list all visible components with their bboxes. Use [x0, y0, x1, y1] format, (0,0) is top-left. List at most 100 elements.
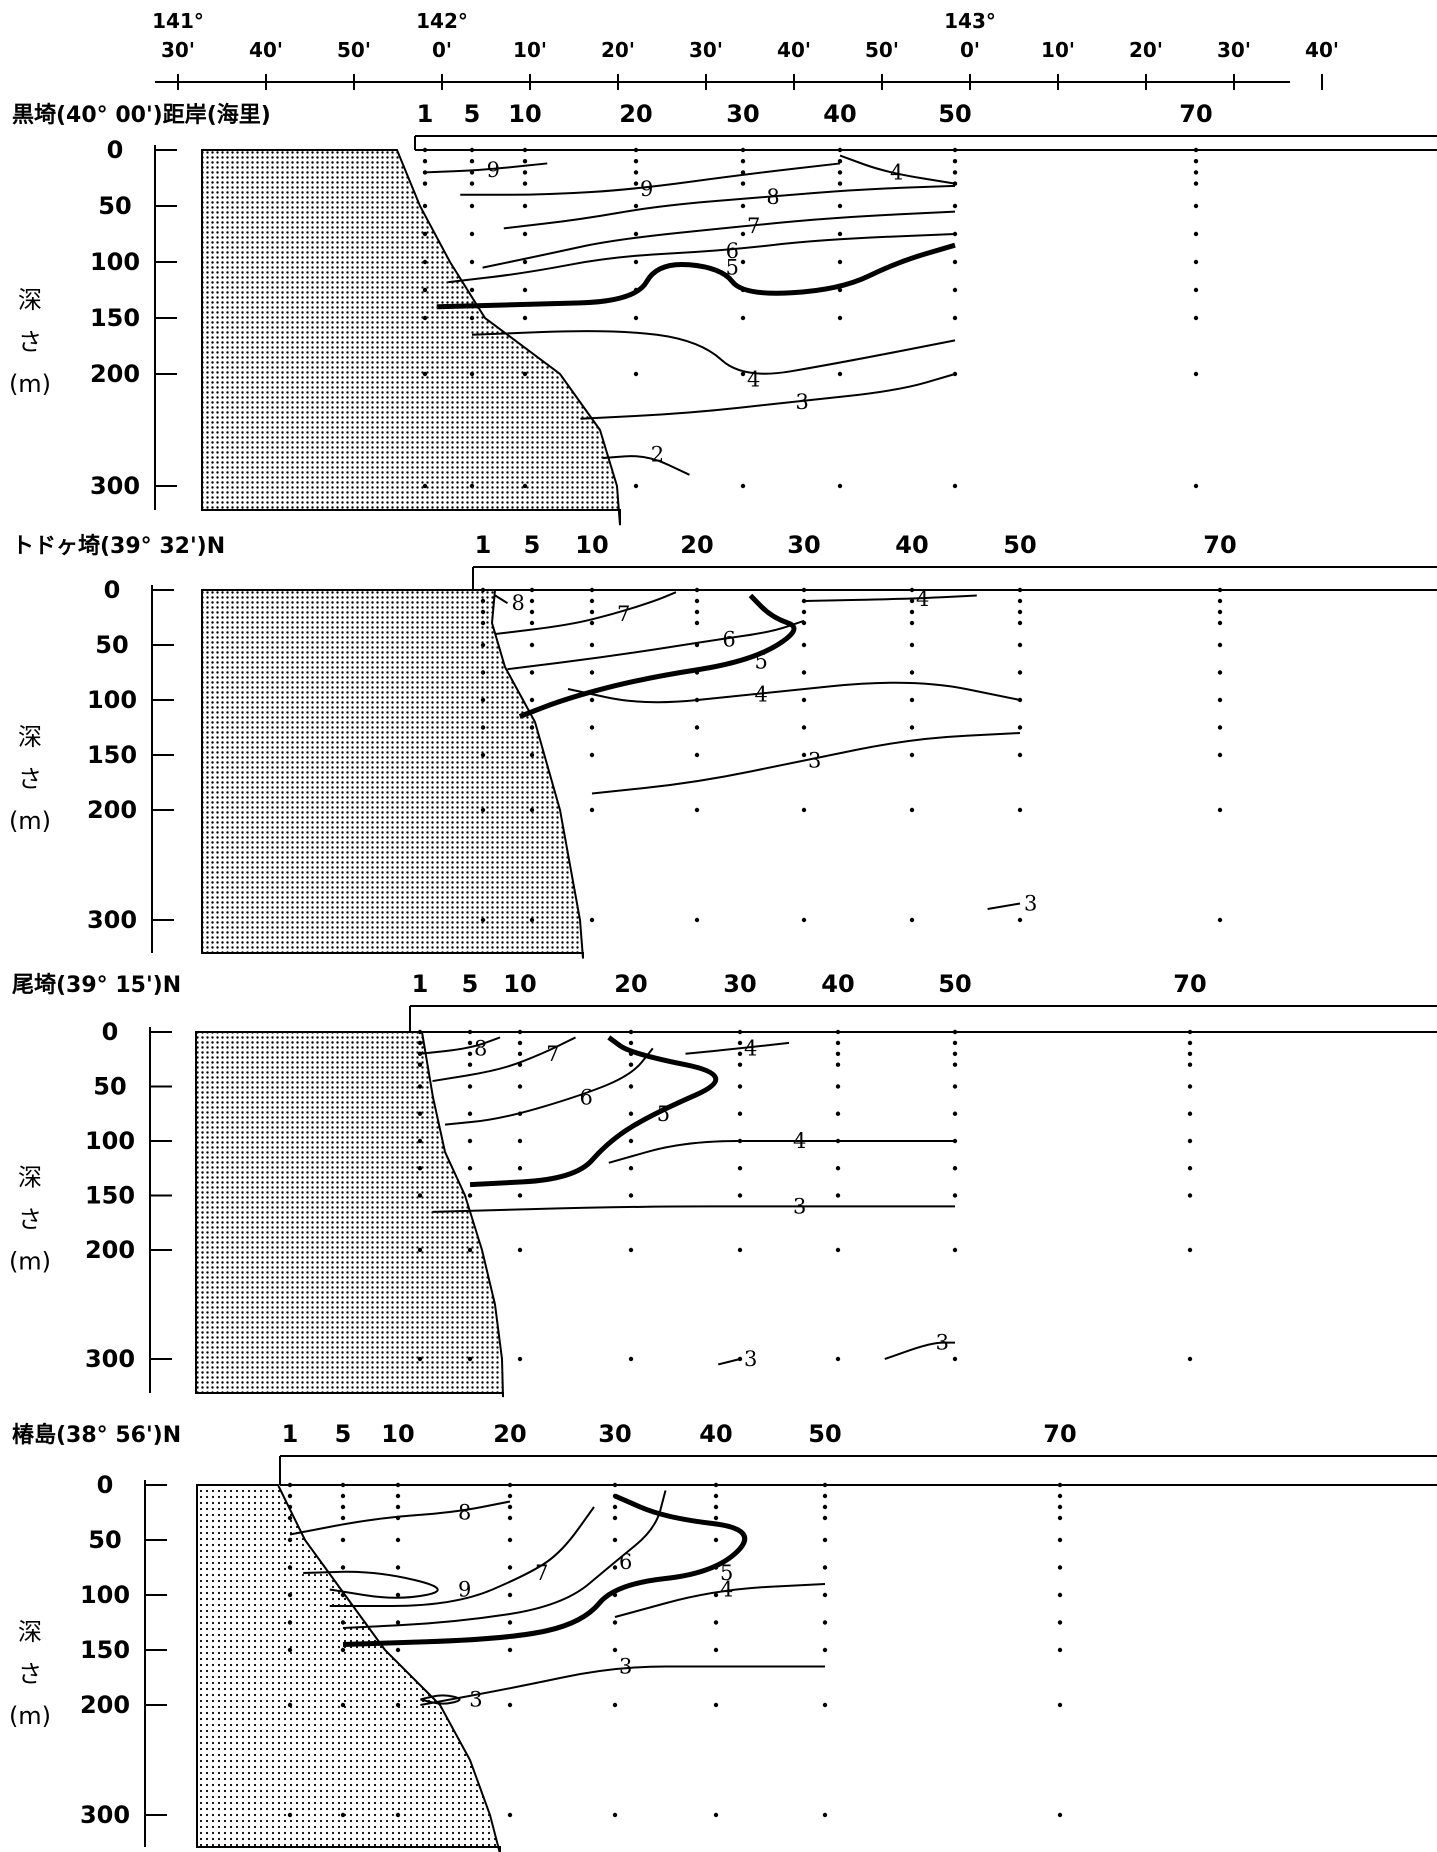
isotherm-line [342, 1493, 748, 1647]
distance-tick-label: 20 [614, 970, 647, 998]
station-observation-dot [522, 259, 528, 265]
station-observation-dot [612, 1537, 618, 1543]
distance-tick-label: 50 [938, 100, 971, 128]
station-observation-dot [952, 170, 958, 175]
longitude-minute-label: 10' [1041, 38, 1075, 62]
station-observation-dot [612, 1565, 618, 1570]
isotherm-label: 4 [890, 160, 903, 184]
station-observation-dot [801, 725, 807, 730]
depth-tick-label: 300 [85, 1345, 135, 1373]
station-observation-dot [467, 1040, 473, 1046]
station-observation-dot [909, 807, 915, 813]
station-observation-dot [340, 1620, 346, 1625]
distance-tick-label: 1 [475, 531, 492, 559]
station-observation-dot [517, 1247, 523, 1253]
station-observation-dot [417, 1111, 423, 1116]
station-observation-dot [395, 1702, 401, 1708]
station-observation-dot [589, 609, 595, 615]
station-observation-dot [952, 203, 958, 209]
station-observation-dot [694, 807, 700, 813]
station-observation-dot [633, 181, 639, 186]
station-observation-dot [507, 1592, 513, 1598]
station-observation-dot [589, 807, 595, 813]
station-observation-dot [952, 259, 958, 265]
distance-tick-label: 10 [503, 970, 536, 998]
station-observation-dot [1017, 598, 1023, 604]
station-observation-dot [952, 483, 958, 489]
station-observation-dot [522, 483, 528, 489]
station-observation-dot [1187, 1166, 1193, 1171]
distance-tick-label: 30 [598, 1420, 631, 1448]
station-observation-dot [517, 1138, 523, 1144]
station-observation-dot [469, 259, 475, 265]
station-observation-dot [628, 1040, 634, 1046]
station-observation-dot [522, 203, 528, 209]
station-observation-dot [1187, 1084, 1193, 1089]
shelf-land [201, 149, 621, 526]
station-observation-dot [740, 259, 746, 265]
distance-tick-label: 40 [895, 531, 928, 559]
depth-tick-label: 100 [87, 686, 137, 714]
station-observation-dot [469, 159, 475, 164]
station-observation-dot [612, 1620, 618, 1625]
isotherm-label: 3 [793, 1194, 806, 1218]
station-observation-dot [835, 1029, 841, 1035]
station-observation-dot [1187, 1111, 1193, 1116]
isotherm-label: 4 [720, 1578, 733, 1602]
station-observation-dot [837, 259, 843, 265]
station-observation-dot [822, 1592, 828, 1598]
isotherm-line [424, 162, 548, 174]
station-observation-dot [1193, 483, 1199, 489]
depth-axis-label: さ [18, 1660, 42, 1688]
distance-tick-label: 70 [1043, 1420, 1076, 1448]
station-observation-dot [529, 609, 535, 615]
depth-tick-label: 50 [98, 192, 131, 220]
station-observation-dot [1217, 917, 1223, 923]
station-observation-dot [395, 1537, 401, 1543]
station-observation-dot [469, 371, 475, 377]
isotherm-label: 9 [458, 1578, 471, 1602]
station-observation-dot [395, 1504, 401, 1510]
isotherm-line [987, 902, 1021, 910]
station-observation-dot [1217, 642, 1223, 648]
station-observation-dot [737, 1051, 743, 1057]
station-observation-dot [633, 159, 639, 164]
station-observation-dot [740, 315, 746, 321]
station-observation-dot [417, 1247, 423, 1253]
station-observation-dot [628, 1062, 634, 1067]
station-observation-dot [522, 231, 528, 237]
station-observation-dot [628, 1356, 634, 1362]
isotherm-line [448, 233, 956, 284]
station-observation-dot [480, 697, 486, 703]
station-observation-dot [835, 1111, 841, 1116]
station-observation-dot [480, 598, 486, 604]
isotherm-line [289, 1500, 511, 1536]
station-observation-dot [1057, 1592, 1063, 1598]
isotherm-label: 5 [726, 256, 739, 280]
station-observation-dot [740, 203, 746, 209]
station-observation-dot [517, 1166, 523, 1171]
station-observation-dot [340, 1515, 346, 1521]
station-observation-dot [835, 1051, 841, 1057]
station-observation-dot [837, 147, 843, 153]
station-observation-dot [952, 1193, 958, 1198]
isotherm-label: 3 [469, 1688, 482, 1712]
station-observation-dot [801, 917, 807, 923]
isotherm-label: 9 [640, 177, 653, 201]
station-observation-dot [589, 598, 595, 604]
station-observation-dot [612, 1515, 618, 1521]
isotherm-label: 4 [747, 368, 760, 392]
longitude-minute-label: 30' [161, 38, 195, 62]
isotherm-label: 9 [487, 158, 500, 182]
isotherm-line [518, 593, 797, 719]
station-observation-dot [822, 1493, 828, 1499]
distance-tick-label: 40 [823, 100, 856, 128]
distance-tick-label: 1 [282, 1420, 299, 1448]
station-observation-dot [1193, 159, 1199, 164]
station-observation-dot [1187, 1138, 1193, 1144]
station-observation-dot [422, 287, 428, 293]
station-observation-dot [422, 203, 428, 209]
isotherm-line [567, 681, 1021, 704]
station-observation-dot [633, 203, 639, 209]
depth-axis-label: さ [18, 765, 42, 793]
